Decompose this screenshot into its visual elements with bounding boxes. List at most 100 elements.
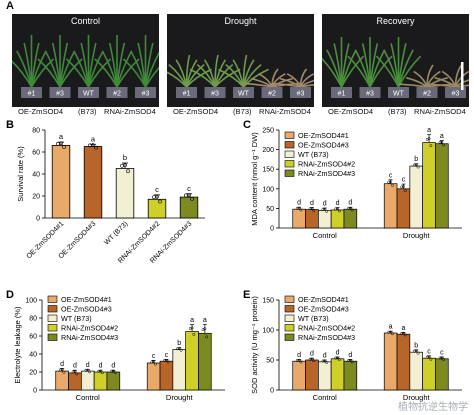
y-tick-label: 0 <box>33 388 37 395</box>
y-tick-label: 100 <box>25 298 37 305</box>
data-point <box>425 355 429 359</box>
data-point <box>403 189 407 193</box>
significance-letter: c <box>440 350 444 357</box>
bar <box>409 165 424 229</box>
data-point <box>120 163 124 168</box>
plant-leaf <box>116 58 140 88</box>
plant-pot <box>427 64 469 88</box>
plant-pot <box>347 37 393 88</box>
data-point <box>416 165 420 169</box>
bar <box>409 351 424 391</box>
data-point <box>176 347 179 351</box>
data-point <box>100 371 104 375</box>
group-label-rnai-text: RNAi-ZmSOD4 <box>414 107 466 116</box>
pot-label-bg <box>78 87 99 98</box>
plant-leaf <box>30 50 47 88</box>
data-point <box>190 326 194 330</box>
y-axis-label: Electrolyte leakage (%) <box>13 306 22 384</box>
data-point <box>163 359 167 362</box>
significance-letter: b <box>414 156 418 163</box>
data-point <box>192 332 196 336</box>
y-tick-label: 200 <box>262 147 274 154</box>
legend-label: RNAi-ZmSOD4#2 <box>298 160 355 169</box>
data-point <box>152 360 156 364</box>
data-point <box>416 351 420 355</box>
data-point <box>152 195 156 200</box>
pot-tag: #1 <box>28 91 36 98</box>
legend-label: OE-ZmSOD4#1 <box>298 131 349 140</box>
bar <box>68 372 82 391</box>
legend-label: WT (B73) <box>298 150 329 159</box>
plant-leaf <box>214 68 241 88</box>
legend-swatch <box>284 305 295 313</box>
data-point <box>205 335 209 339</box>
group-label-wt-text: (B73) <box>78 107 97 116</box>
data-point <box>58 368 62 372</box>
plant-leaf <box>144 66 159 88</box>
group-label-rnai: RNAi-ZmSOD4 <box>414 107 466 116</box>
data-point <box>442 358 446 361</box>
data-point <box>71 370 75 374</box>
pot-label-bg <box>135 87 156 98</box>
plant-leaf <box>455 84 469 88</box>
plant-leaf <box>87 58 112 88</box>
significance-letter: c <box>402 177 406 184</box>
group-label-rnai: RNAi-ZmSOD4 <box>259 107 311 116</box>
pot-tag: #2 <box>268 91 276 98</box>
y-tick-label: 40 <box>32 172 40 179</box>
bar <box>51 144 71 219</box>
legend-label: OE-ZmSOD4#1 <box>61 295 112 304</box>
significance-letter: c <box>165 352 169 359</box>
legend-label: WT (B73) <box>61 314 92 323</box>
x-tick-label: Control <box>313 231 338 240</box>
data-point <box>308 357 312 361</box>
photo-title: Recovery <box>376 16 415 26</box>
data-point <box>299 208 303 212</box>
legend-swatch <box>47 305 58 313</box>
y-axis-label: MDA content (nmol g⁻¹ DW) <box>250 132 259 226</box>
pot-tag: #3 <box>211 91 219 98</box>
data-point <box>188 327 192 331</box>
data-point <box>337 209 341 213</box>
data-point <box>400 185 404 189</box>
legend-label: OE-ZmSOD4#3 <box>61 305 112 314</box>
legend-label: RNAi-ZmSOD4#3 <box>298 169 355 178</box>
significance-letter: d <box>99 363 103 370</box>
data-point <box>323 359 327 363</box>
data-point <box>62 370 66 374</box>
legend-swatch <box>284 160 295 168</box>
data-point <box>203 327 207 331</box>
plants-control: #1 #3 WT #2 #3 <box>12 35 159 98</box>
bar <box>383 332 398 391</box>
significance-letter: d <box>336 350 340 357</box>
plant-leaf <box>398 83 428 88</box>
data-point <box>187 193 191 198</box>
bar <box>146 362 161 391</box>
pot-tag: WT <box>238 91 250 98</box>
bar <box>317 361 332 391</box>
significance-letter: c <box>187 184 191 193</box>
pot-label-bg <box>106 87 128 98</box>
data-point <box>337 358 341 361</box>
data-point <box>110 369 114 373</box>
legend-swatch <box>284 324 295 332</box>
legend-swatch <box>47 295 58 303</box>
y-tick-label: 50 <box>266 206 274 213</box>
plant-leaf <box>300 84 314 88</box>
data-point <box>442 143 446 147</box>
y-tick-label: 50 <box>266 358 274 365</box>
plant-pot <box>322 37 365 88</box>
y-tick-label: 20 <box>32 194 40 201</box>
data-point <box>334 356 338 360</box>
plant-leaf <box>116 50 133 88</box>
panel-letter: D <box>6 289 14 301</box>
y-axis-label: SOD activity (U mg⁻¹ protein) <box>250 296 259 394</box>
group-label-wt: (B73) <box>388 107 407 116</box>
data-point <box>73 370 77 374</box>
bar <box>185 331 199 391</box>
data-point <box>325 209 329 213</box>
x-tick-label: Drought <box>403 231 431 240</box>
